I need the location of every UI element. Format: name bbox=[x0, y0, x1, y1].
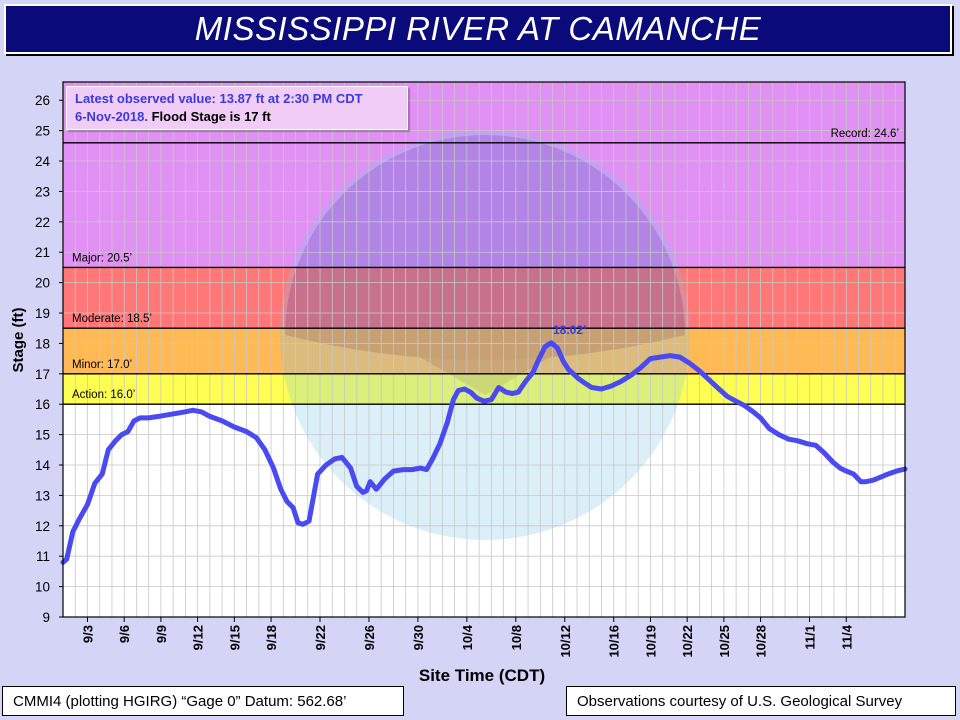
y-tick-label: 25 bbox=[35, 124, 50, 139]
y-tick-label: 9 bbox=[42, 610, 50, 625]
y-tick-label: 21 bbox=[35, 245, 50, 260]
datum-footer: CMMI4 (plotting HGIRG) “Gage 0” Datum: 5… bbox=[2, 686, 404, 716]
band-moderate bbox=[63, 267, 905, 329]
x-tick-label: 11/1 bbox=[803, 625, 818, 650]
x-tick-label: 9/15 bbox=[227, 625, 242, 650]
x-tick-label: 10/19 bbox=[643, 625, 658, 658]
x-tick-label: 10/16 bbox=[607, 625, 622, 658]
x-tick-label: 10/25 bbox=[717, 625, 732, 658]
axes: 9 10 11 12 13 14 15 16 17 18 19 20 21 22 23 24 25 26 9/3 9/… bbox=[35, 81, 906, 658]
threshold-label: Record: 24.6’ bbox=[831, 128, 899, 140]
y-tick-label: 10 bbox=[35, 580, 50, 595]
peak-label: 18.02’ bbox=[553, 323, 586, 337]
plot-background bbox=[63, 82, 905, 617]
y-tick-label: 22 bbox=[35, 215, 50, 230]
x-tick-label: 9/12 bbox=[191, 625, 206, 650]
y-tick-label: 26 bbox=[35, 93, 50, 108]
credit-footer: Observations courtesy of U.S. Geological… bbox=[566, 686, 956, 716]
series-layer: 18.02’ bbox=[60, 323, 908, 565]
x-tick-label: 10/12 bbox=[558, 625, 573, 658]
stage-line bbox=[60, 340, 908, 565]
y-tick-label: 19 bbox=[35, 306, 50, 321]
y-tick-label: 15 bbox=[35, 428, 50, 443]
flood-stage-text: Flood Stage is 17 ft bbox=[151, 109, 271, 124]
x-tick-label: 9/26 bbox=[362, 625, 377, 650]
y-axis-label: Stage (ft) bbox=[10, 308, 27, 373]
threshold-label: Action: 16.0’ bbox=[72, 389, 135, 401]
x-tick-label: 9/30 bbox=[411, 625, 426, 650]
threshold-label: Minor: 17.0’ bbox=[72, 359, 132, 371]
latest-observation-box: Latest observed value: 13.87 ft at 2:30 … bbox=[66, 86, 408, 130]
x-tick-label: 9/9 bbox=[154, 625, 169, 643]
chart-title: MISSISSIPPI RIVER AT CAMANCHE bbox=[4, 4, 952, 54]
y-tick-label: 14 bbox=[35, 458, 51, 473]
x-tick-label: 9/22 bbox=[313, 625, 328, 650]
x-tick-label: 9/3 bbox=[80, 625, 95, 643]
x-tick-label: 10/4 bbox=[460, 624, 475, 650]
band-minor bbox=[63, 328, 905, 374]
y-tick-label: 13 bbox=[35, 488, 50, 503]
separator: . bbox=[144, 109, 152, 124]
plot-border bbox=[62, 81, 906, 618]
x-tick-label: 9/18 bbox=[264, 625, 279, 650]
x-tick-label: 11/4 bbox=[839, 624, 854, 649]
x-axis-label: Site Time (CDT) bbox=[419, 666, 545, 685]
x-tick-label: 10/22 bbox=[680, 625, 695, 658]
y-tick-label: 20 bbox=[35, 276, 50, 291]
x-tick-label: 10/8 bbox=[509, 625, 524, 650]
threshold-label: Major: 20.5’ bbox=[72, 252, 132, 264]
threshold-label: Moderate: 18.5’ bbox=[72, 313, 152, 325]
x-tick-label: 9/6 bbox=[117, 625, 132, 643]
y-tick-label: 16 bbox=[35, 397, 50, 412]
x-tick-label: 10/28 bbox=[754, 625, 769, 658]
y-tick-label: 12 bbox=[35, 519, 50, 534]
y-tick-label: 24 bbox=[35, 154, 51, 169]
y-tick-label: 11 bbox=[36, 549, 50, 564]
latest-observation-text: Latest observed value: 13.87 ft at 2:30 … bbox=[75, 91, 363, 106]
latest-observation-date: 6-Nov-2018 bbox=[75, 109, 145, 124]
y-tick-label: 18 bbox=[35, 336, 50, 351]
flood-thresholds: Action: 16.0’ Minor: 17.0’ Moderate: 18.5’… bbox=[63, 128, 905, 405]
y-tick-label: 23 bbox=[35, 184, 50, 199]
y-tick-label: 17 bbox=[35, 367, 50, 382]
